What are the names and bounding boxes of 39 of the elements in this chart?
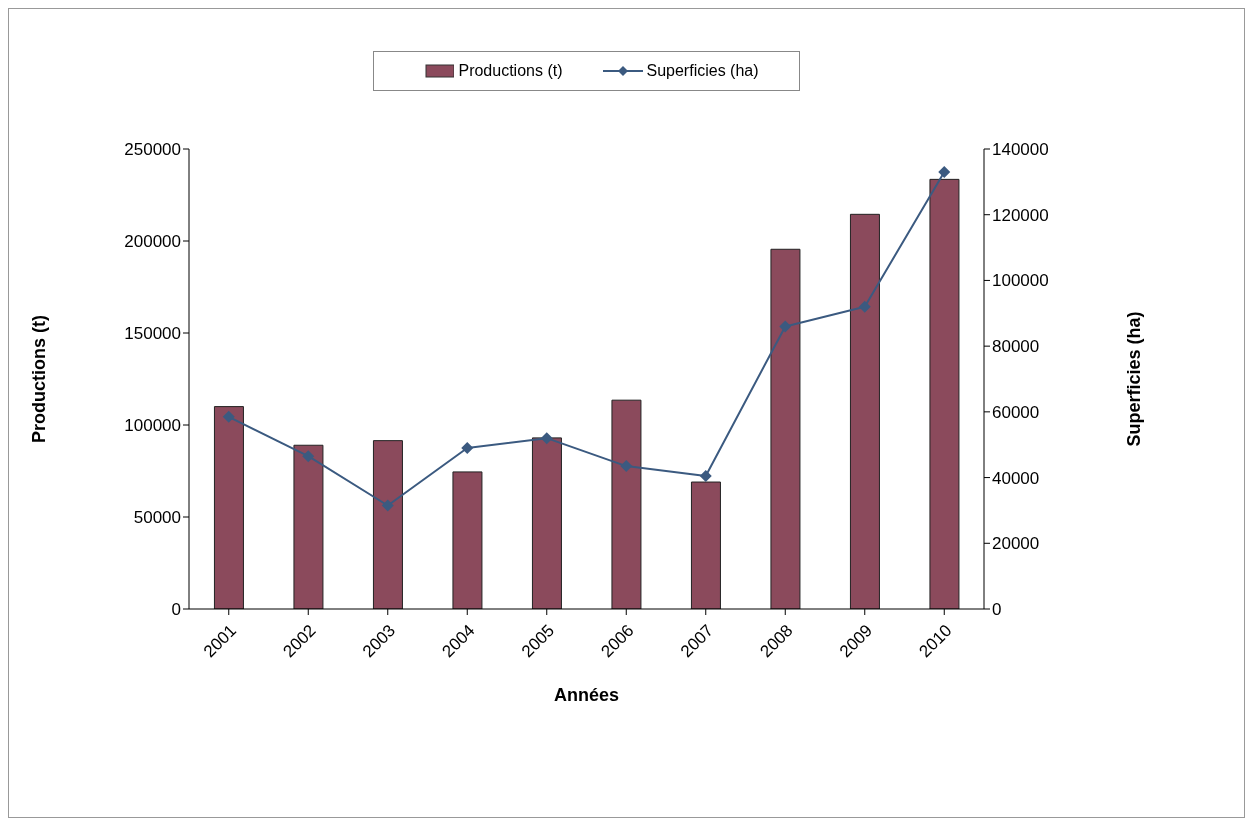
bar: [849, 213, 880, 609]
point: [938, 166, 951, 178]
y2-tick-label: 120000: [992, 205, 1049, 225]
bar: [929, 178, 960, 609]
y2-tick-label: 80000: [992, 337, 1040, 357]
bar: [452, 471, 483, 609]
point: [461, 442, 474, 454]
y2-tick-label: 60000: [992, 402, 1040, 422]
y2-tick-label: 140000: [992, 140, 1049, 160]
y-tick-label: 100000: [124, 416, 181, 436]
point: [381, 499, 394, 512]
point: [699, 469, 712, 482]
point: [858, 300, 871, 313]
y-tick-label: 0: [171, 600, 181, 620]
point: [779, 320, 792, 333]
y-tick-label: 150000: [124, 324, 181, 344]
y-axis-title: Productions (t): [29, 315, 50, 443]
point: [222, 410, 235, 423]
bar: [213, 406, 244, 609]
y2-tick-label: 40000: [992, 468, 1040, 488]
y2-axis-title: Superficies (ha): [1124, 311, 1145, 447]
bar: [770, 248, 801, 609]
bar: [293, 444, 324, 609]
bar: [372, 440, 403, 609]
legend-label: Productions (t): [457, 62, 563, 80]
y2-tick-label: 20000: [992, 534, 1040, 554]
y2-tick-label: 0: [992, 600, 1002, 620]
y-tick-label: 200000: [124, 232, 181, 252]
point: [302, 450, 315, 463]
bar: [611, 399, 642, 609]
bar: [531, 437, 562, 609]
legend-label: Superficies (ha): [645, 62, 759, 80]
y-tick-label: 50000: [133, 508, 181, 528]
point: [620, 460, 633, 473]
y2-tick-label: 100000: [992, 271, 1049, 291]
y-tick-label: 250000: [124, 140, 181, 160]
point: [540, 432, 553, 445]
x-axis-title: Années: [553, 685, 620, 705]
bar: [690, 481, 721, 609]
